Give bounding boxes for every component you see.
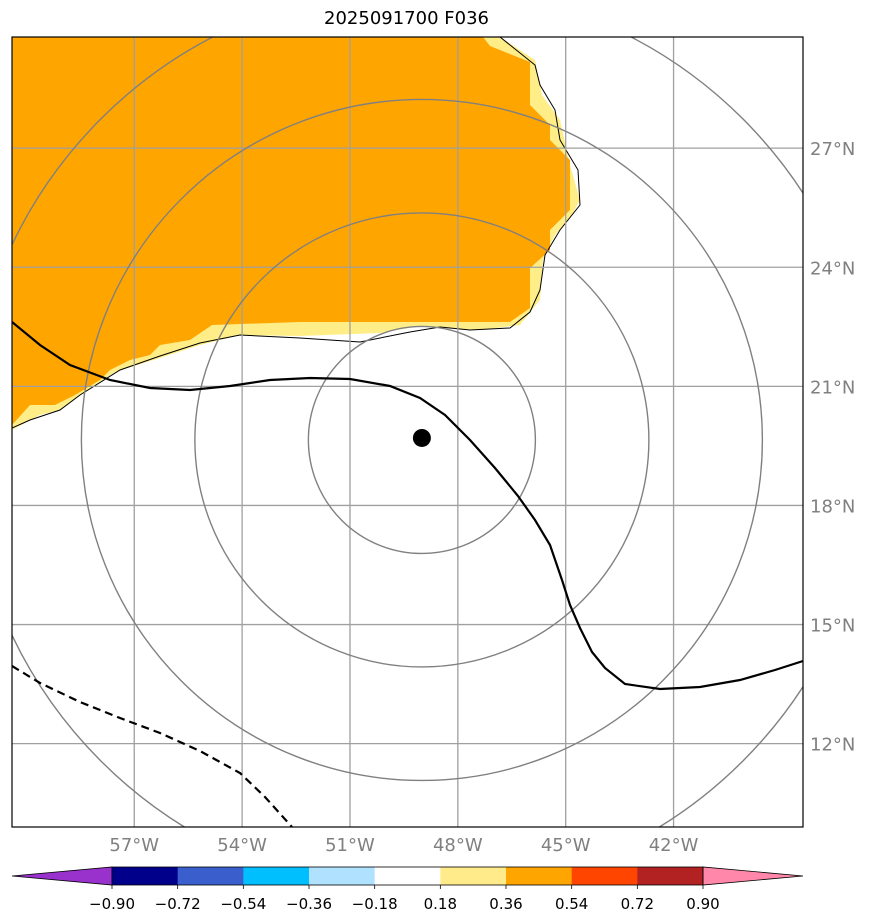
colorbar-extend-low [11,866,113,886]
colorbar-tick-label: −0.90 [89,895,135,913]
colorbar-frame [111,866,704,886]
solid-contour-line [12,321,803,691]
colorbar-segment [177,867,244,885]
latitude-tick-label: 27°N [810,139,855,160]
colorbar-tick-label: 0.90 [686,895,719,913]
colorbar-segment [637,867,704,885]
colorbar-segment [309,867,376,885]
latitude-labels: 12°N 15°N 18°N 21°N 24°N 27°N [810,139,855,755]
colorbar-tick-label: −0.54 [220,895,266,913]
map-frame [11,36,804,828]
colorbar-tick-label: 0.36 [489,895,522,913]
map-area [12,37,803,827]
colorbar: −0.90 −0.72 −0.54 −0.36 −0.18 0.18 0.36 0.54 0.7… [11,866,804,913]
colorbar-extend-high [702,866,804,886]
colorbar-segment [571,867,638,885]
range-rings [12,37,803,827]
colorbar-tick-label: −0.36 [286,895,332,913]
range-ring [307,325,537,555]
range-ring [80,98,764,782]
colorbar-segment [112,867,179,885]
colorbar-segment [440,867,507,885]
latitude-tick-label: 12°N [810,735,855,756]
range-ring [194,212,650,668]
latitude-tick-label: 21°N [810,377,855,398]
shaded-region [12,37,570,425]
longitude-tick-label: 48°W [433,835,483,856]
longitude-tick-label: 42°W [649,835,699,856]
longitude-tick-label: 51°W [325,835,375,856]
colorbar-tick-label: 0.72 [621,895,654,913]
latitude-tick-label: 18°N [810,496,855,517]
longitude-tick-label: 54°W [217,835,267,856]
colorbar-segment [243,867,310,885]
storm-center-marker [412,428,431,447]
colorbar-tick-label: −0.18 [352,895,398,913]
colorbar-tick-label: −0.72 [155,895,201,913]
longitude-tick-label: 57°W [109,835,159,856]
graticule [12,37,803,827]
colorbar-segment [374,867,441,885]
longitude-tick-label: 45°W [541,835,591,856]
map-title: 2025091700 F036 [324,8,489,29]
colorbar-tick-label: 0.18 [424,895,457,913]
colorbar-tick-label: 0.54 [555,895,588,913]
dashed-contour-line [12,665,293,827]
latitude-tick-label: 15°N [810,616,855,637]
longitude-labels: 57°W 54°W 51°W 48°W 45°W 42°W [109,835,698,856]
colorbar-segment [506,867,573,885]
shaded-region-outline [12,37,581,429]
latitude-tick-label: 24°N [810,258,855,279]
